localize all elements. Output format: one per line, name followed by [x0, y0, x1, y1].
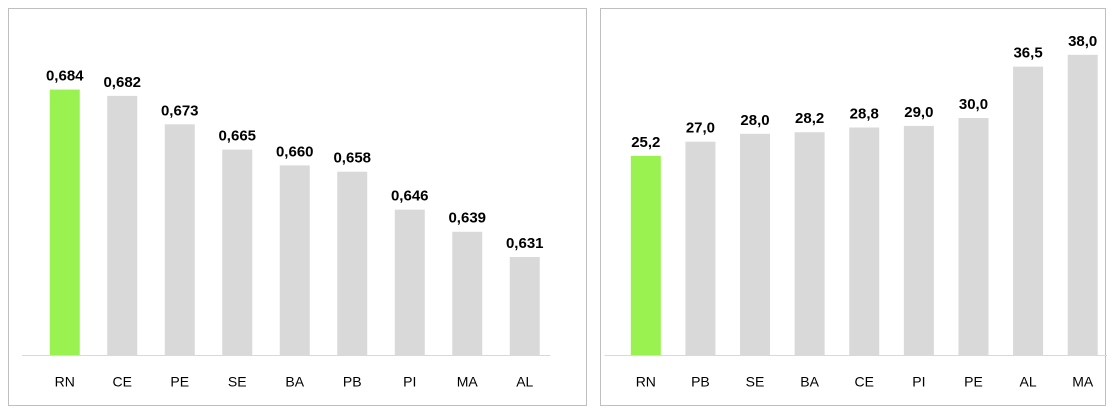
x-tick-label: SE: [228, 374, 247, 390]
value-label: 36,5: [1013, 45, 1042, 62]
value-label: 28,0: [740, 112, 769, 129]
value-label: 0,660: [276, 143, 314, 160]
x-tick-label: SE: [746, 374, 765, 390]
value-label: 38,0: [1068, 33, 1097, 50]
bar: [452, 231, 483, 355]
bar: [279, 165, 310, 355]
x-tick-label: CE: [113, 374, 132, 390]
bar: [903, 125, 934, 356]
value-label: 30,0: [959, 96, 988, 113]
x-tick-label: PE: [170, 374, 189, 390]
value-label: 0,631: [506, 235, 544, 252]
x-tick-label: PE: [964, 374, 983, 390]
x-tick-label: PB: [691, 374, 710, 390]
x-tick-label: PB: [343, 374, 362, 390]
value-label: 0,673: [161, 102, 199, 119]
x-tick-label: BA: [285, 374, 304, 390]
value-label: 0,682: [103, 74, 141, 91]
value-label: 0,665: [218, 128, 256, 145]
value-label: 0,684: [46, 68, 84, 85]
bar: [958, 118, 989, 355]
bar: [630, 155, 661, 355]
bar: [222, 149, 253, 355]
value-label: 0,646: [391, 188, 429, 205]
panel-border: [600, 8, 1106, 406]
bar: [509, 257, 540, 355]
x-tick-label: PI: [912, 374, 925, 390]
x-tick-label: AL: [516, 374, 533, 390]
value-label: 28,8: [850, 105, 879, 122]
value-label: 28,2: [795, 110, 824, 127]
x-tick-label: PI: [403, 374, 416, 390]
value-label: 25,2: [631, 134, 660, 151]
x-tick-label: AL: [1020, 374, 1037, 390]
x-tick-label: RN: [55, 374, 75, 390]
x-tick-label: CE: [855, 374, 874, 390]
x-tick-label: RN: [636, 374, 656, 390]
bar: [1067, 54, 1098, 356]
panel-border: [8, 8, 587, 406]
value-label: 0,639: [448, 210, 486, 227]
x-tick-label: MA: [457, 374, 479, 390]
bar: [49, 89, 80, 355]
bar: [849, 127, 880, 355]
x-tick-label: MA: [1072, 374, 1094, 390]
bar: [740, 133, 771, 355]
value-label: 27,0: [686, 120, 715, 137]
bar: [394, 209, 425, 355]
bar: [107, 95, 138, 355]
x-tick-label: BA: [800, 374, 819, 390]
bar: [1013, 66, 1044, 356]
bar: [685, 141, 716, 355]
bar: [794, 132, 825, 355]
value-label: 29,0: [904, 104, 933, 121]
value-label: 0,658: [333, 150, 371, 167]
bar: [337, 171, 368, 355]
bar: [164, 124, 195, 355]
